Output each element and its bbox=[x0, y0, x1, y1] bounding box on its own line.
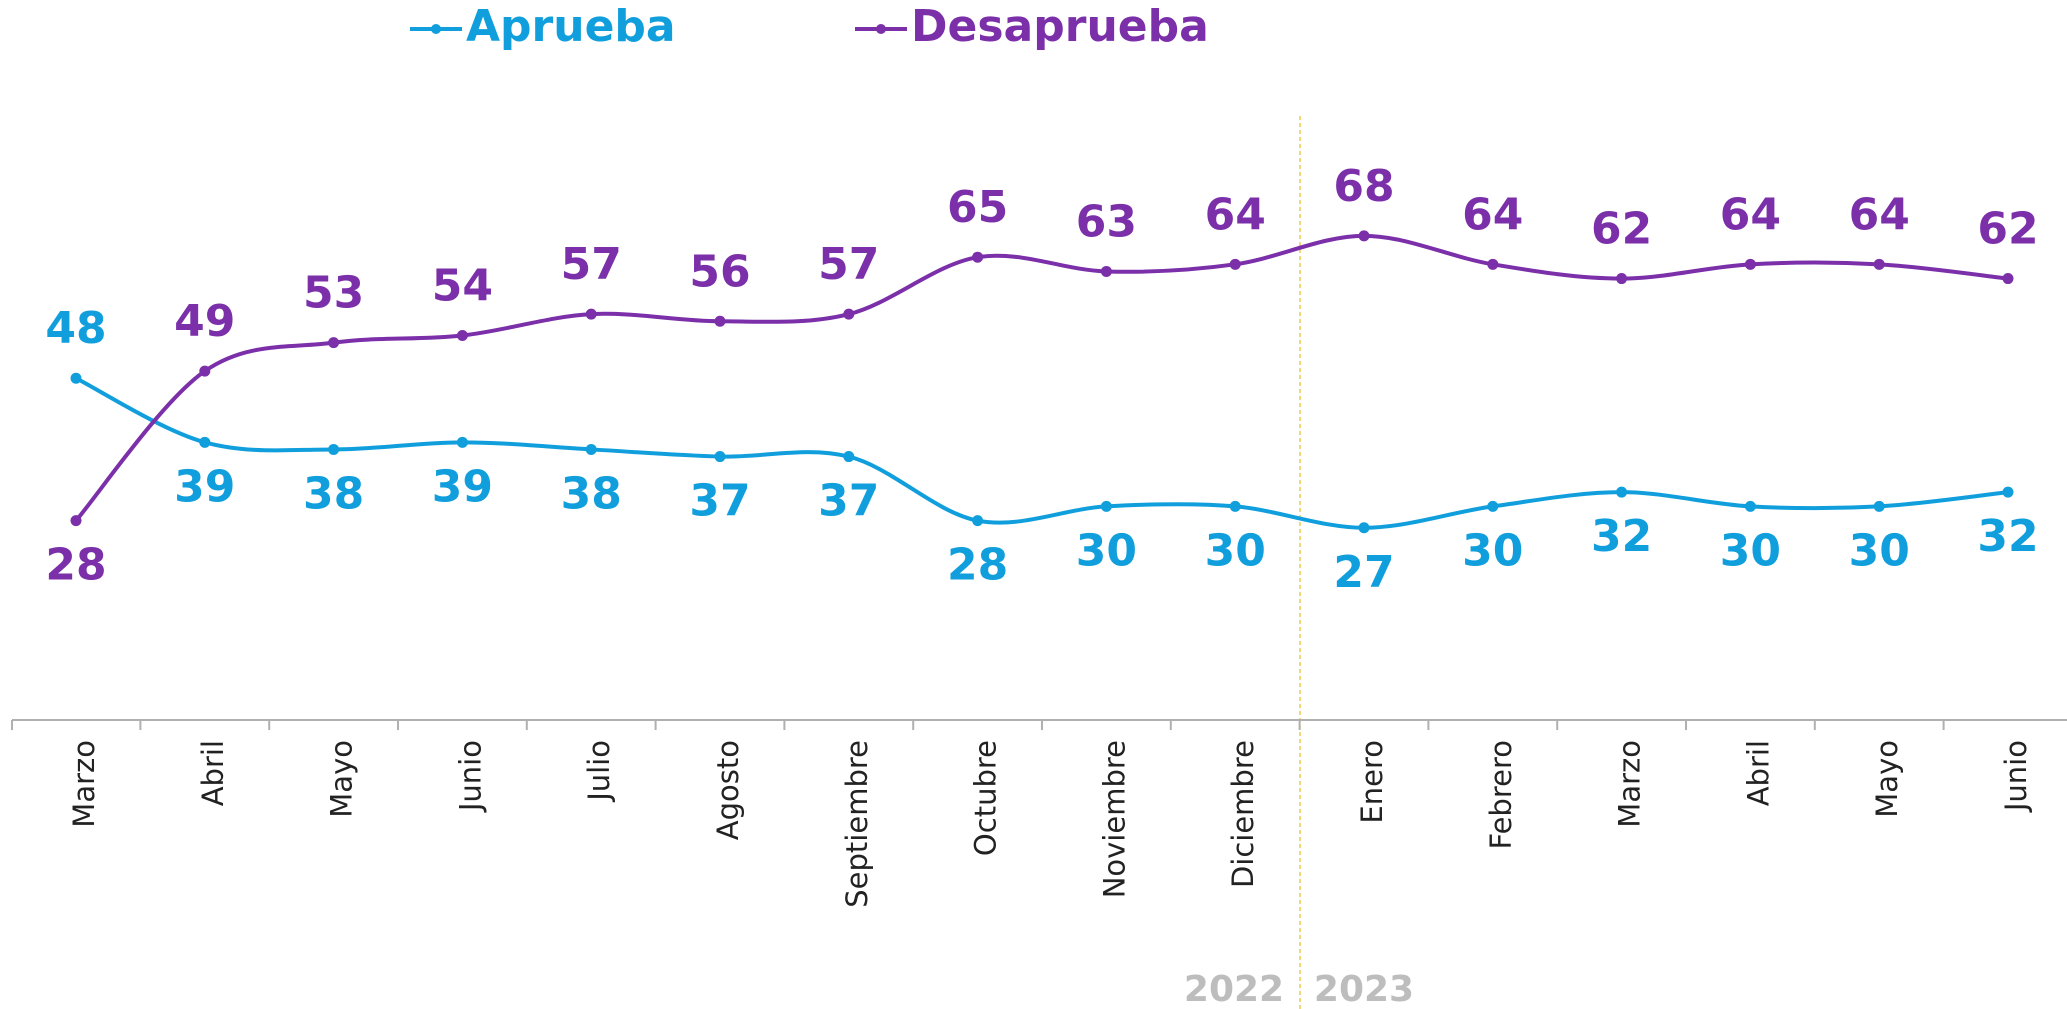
year-label: 2022 bbox=[1184, 969, 1284, 1009]
x-tick-label: Junio bbox=[453, 740, 487, 813]
data-label: 30 bbox=[1462, 525, 1523, 576]
point bbox=[1487, 500, 1499, 512]
point bbox=[1358, 230, 1370, 242]
point bbox=[1616, 486, 1628, 498]
data-label: 57 bbox=[561, 239, 622, 290]
data-label: 38 bbox=[561, 468, 622, 519]
point bbox=[70, 515, 82, 527]
data-label: 49 bbox=[174, 296, 235, 347]
data-label: 65 bbox=[947, 182, 1008, 233]
data-label: 39 bbox=[432, 461, 493, 512]
point bbox=[1873, 258, 1885, 270]
data-label: 32 bbox=[1591, 511, 1652, 562]
data-label: 64 bbox=[1849, 189, 1910, 240]
point bbox=[1744, 500, 1756, 512]
x-tick-label: Junio bbox=[1999, 740, 2033, 813]
x-tick-label: Enero bbox=[1355, 740, 1389, 824]
x-tick-label: Octubre bbox=[969, 740, 1003, 856]
point bbox=[1229, 500, 1241, 512]
x-tick-label: Diciembre bbox=[1226, 740, 1260, 888]
legend-dot bbox=[431, 24, 441, 34]
series-line bbox=[74, 233, 2009, 522]
data-label: 54 bbox=[432, 261, 493, 312]
x-tick-label: Abril bbox=[196, 740, 230, 806]
data-label: 63 bbox=[1076, 196, 1137, 247]
point bbox=[1616, 273, 1628, 285]
data-label: 39 bbox=[174, 461, 235, 512]
point bbox=[585, 443, 597, 455]
x-tick-label: Marzo bbox=[1613, 740, 1647, 828]
point bbox=[199, 436, 211, 448]
data-label: 30 bbox=[1076, 525, 1137, 576]
data-label: 57 bbox=[818, 239, 879, 290]
year-label: 2023 bbox=[1314, 969, 1414, 1009]
point bbox=[1100, 265, 1112, 277]
data-label: 64 bbox=[1205, 189, 1266, 240]
point bbox=[714, 451, 726, 463]
data-label: 53 bbox=[303, 268, 364, 319]
x-tick-label: Agosto bbox=[711, 740, 745, 840]
x-tick-label: Mayo bbox=[325, 740, 359, 818]
point bbox=[972, 515, 984, 527]
data-label: 62 bbox=[1977, 204, 2038, 255]
point bbox=[328, 443, 340, 455]
data-label: 28 bbox=[947, 540, 1008, 591]
point bbox=[714, 315, 726, 327]
data-label: 37 bbox=[689, 476, 750, 527]
data-label: 30 bbox=[1849, 525, 1910, 576]
point bbox=[585, 308, 597, 320]
point bbox=[1744, 258, 1756, 270]
point bbox=[456, 436, 468, 448]
data-label: 68 bbox=[1333, 161, 1394, 212]
x-tick-label: Noviembre bbox=[1097, 740, 1131, 898]
series-line bbox=[75, 376, 2009, 530]
x-tick-label: Mayo bbox=[1870, 740, 1904, 818]
data-label: 56 bbox=[689, 246, 750, 297]
legend-dot bbox=[876, 24, 886, 34]
data-label: 48 bbox=[45, 303, 106, 354]
x-tick-label: Abril bbox=[1741, 740, 1775, 806]
data-label: 27 bbox=[1333, 547, 1394, 598]
data-label: 64 bbox=[1720, 189, 1781, 240]
point bbox=[328, 337, 340, 349]
x-tick-label: Julio bbox=[582, 740, 616, 803]
point bbox=[1358, 522, 1370, 534]
x-tick-label: Marzo bbox=[67, 740, 101, 828]
data-label: 64 bbox=[1462, 189, 1523, 240]
legend-label: Desaprueba bbox=[911, 1, 1209, 52]
point bbox=[1229, 258, 1241, 270]
data-label: 37 bbox=[818, 476, 879, 527]
point bbox=[972, 251, 984, 263]
point bbox=[456, 330, 468, 342]
x-tick-label: Septiembre bbox=[840, 740, 874, 908]
point bbox=[2002, 273, 2014, 285]
point bbox=[199, 365, 211, 377]
x-tick-label: Febrero bbox=[1484, 740, 1518, 850]
legend-label: Aprueba bbox=[466, 1, 676, 52]
point bbox=[70, 372, 82, 384]
data-label: 62 bbox=[1591, 204, 1652, 255]
point bbox=[2002, 486, 2014, 498]
point bbox=[1873, 500, 1885, 512]
data-label: 28 bbox=[45, 540, 106, 591]
data-label: 30 bbox=[1720, 525, 1781, 576]
data-label: 32 bbox=[1977, 511, 2038, 562]
data-label: 38 bbox=[303, 468, 364, 519]
point bbox=[1100, 500, 1112, 512]
point bbox=[843, 451, 855, 463]
data-label: 30 bbox=[1205, 525, 1266, 576]
point bbox=[1487, 258, 1499, 270]
point bbox=[843, 308, 855, 320]
